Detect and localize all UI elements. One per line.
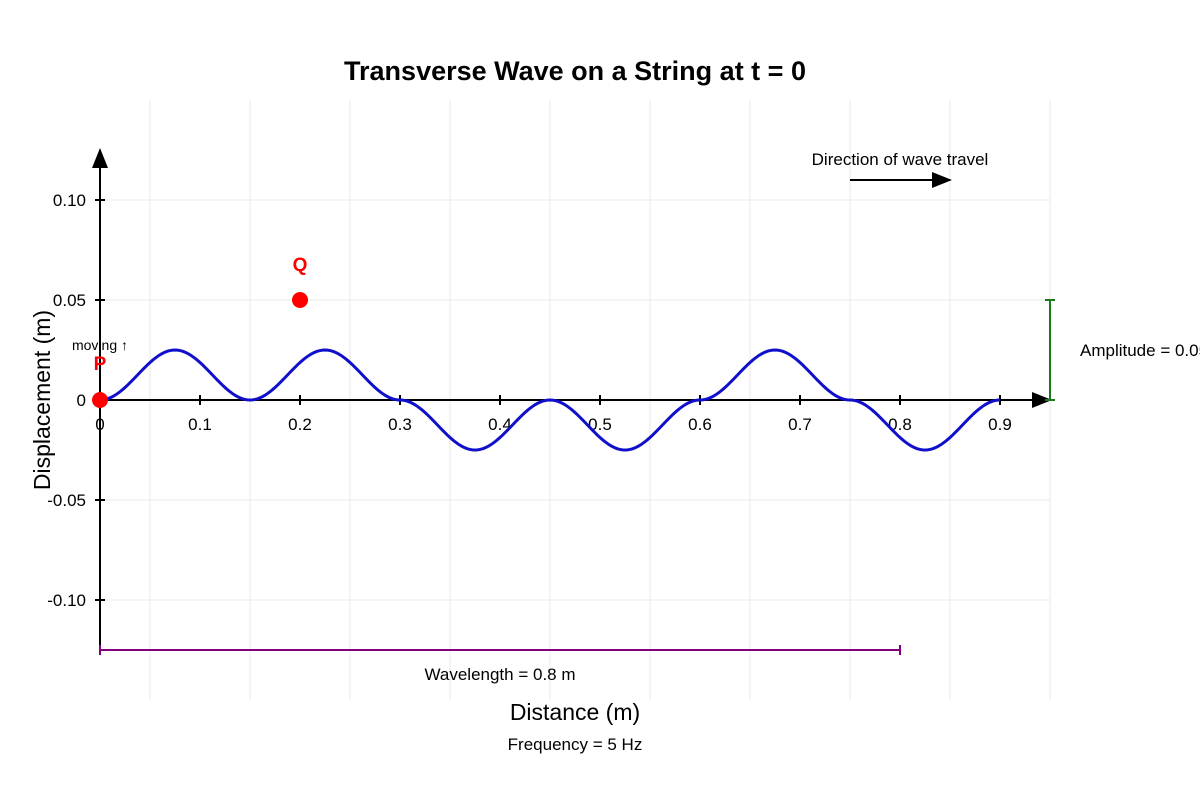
axes: 0 0.1 0.2 0.3 0.4 0.5 0.6 0.7 0.8 0.9 0.10 0.05 0 -0.… — [47, 148, 1052, 650]
x-tick-label: 0.5 — [588, 415, 612, 434]
x-tick-label: 0.3 — [388, 415, 412, 434]
point-q — [292, 292, 308, 308]
frequency-label: Frequency = 5 Hz — [508, 735, 643, 754]
x-axis-title: Distance (m) — [510, 699, 640, 725]
series-group — [99, 348, 1001, 452]
amplitude-annotation: Amplitude = 0.05 m — [1045, 299, 1200, 401]
direction-annotation: Direction of wave travel — [812, 150, 989, 188]
wavelength-annotation: Wavelength = 0.8 m — [99, 645, 901, 684]
point-p-note: moving ↑ — [72, 337, 128, 353]
point-q-label: Q — [293, 255, 308, 276]
y-tick-label: -0.05 — [47, 491, 86, 510]
y-tick-label: 0.05 — [53, 291, 86, 310]
point-p-label: P — [94, 354, 107, 375]
y-axis-title: Displacement (m) — [29, 310, 55, 490]
wave-series-line — [99, 348, 1001, 452]
y-tick-label: 0 — [77, 391, 86, 410]
chart-title: Transverse Wave on a String at t = 0 — [344, 56, 806, 86]
x-tick-label: 0.2 — [288, 415, 312, 434]
x-tick-label: 0 — [95, 415, 104, 434]
wavelength-label: Wavelength = 0.8 m — [424, 665, 575, 684]
amplitude-label: Amplitude = 0.05 m — [1080, 341, 1200, 360]
x-tick-label: 0.1 — [188, 415, 212, 434]
x-tick-label: 0.7 — [788, 415, 812, 434]
y-tick-label: -0.10 — [47, 591, 86, 610]
x-tick-label: 0.6 — [688, 415, 712, 434]
x-tick-label: 0.8 — [888, 415, 912, 434]
x-tick-label: 0.4 — [488, 415, 512, 434]
point-p — [92, 392, 108, 408]
direction-label: Direction of wave travel — [812, 150, 989, 169]
y-tick-label: 0.10 — [53, 191, 86, 210]
x-tick-label: 0.9 — [988, 415, 1012, 434]
